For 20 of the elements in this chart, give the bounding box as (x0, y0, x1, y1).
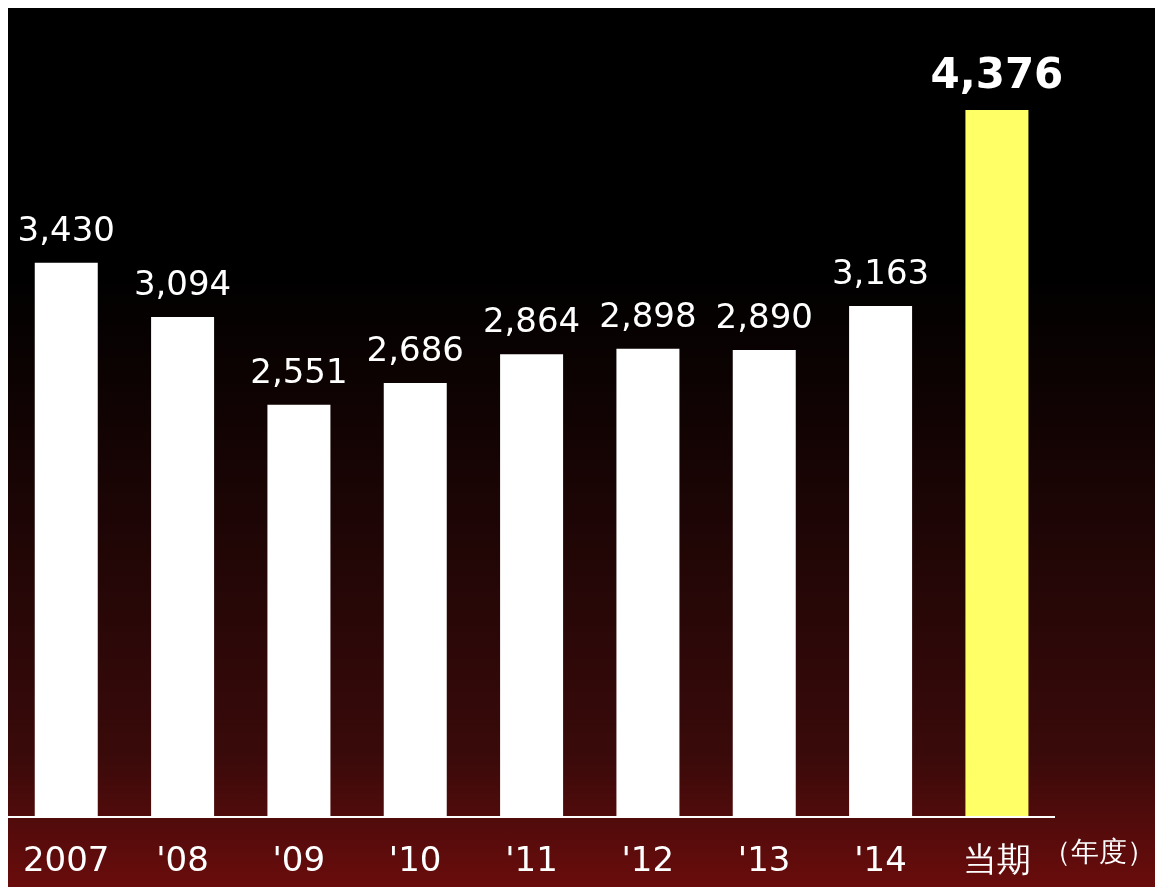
x-tick-label: 2007 (22, 839, 110, 880)
x-tick-label: '10 (388, 839, 442, 880)
data-label: 3,430 (17, 208, 115, 249)
x-tick-label: '12 (621, 839, 675, 880)
x-tick-label: '13 (737, 839, 791, 880)
data-label: 2,686 (366, 328, 464, 369)
x-axis-title: （年度） (1043, 834, 1155, 870)
data-label: 2,551 (250, 350, 348, 391)
data-label: 2,864 (482, 300, 581, 341)
data-label: 4,376 (930, 48, 1064, 98)
x-tick-label: 当期 (962, 839, 1031, 880)
bar (965, 109, 1029, 817)
x-tick-label: '14 (854, 839, 907, 880)
data-label: 2,890 (715, 296, 813, 337)
x-tick-label: '09 (272, 839, 326, 880)
data-label: 2,898 (599, 294, 697, 335)
data-label: 3,094 (133, 263, 232, 304)
x-tick-label: '08 (156, 839, 209, 880)
x-tick-label: '11 (505, 839, 558, 880)
data-label: 3,163 (831, 251, 930, 292)
